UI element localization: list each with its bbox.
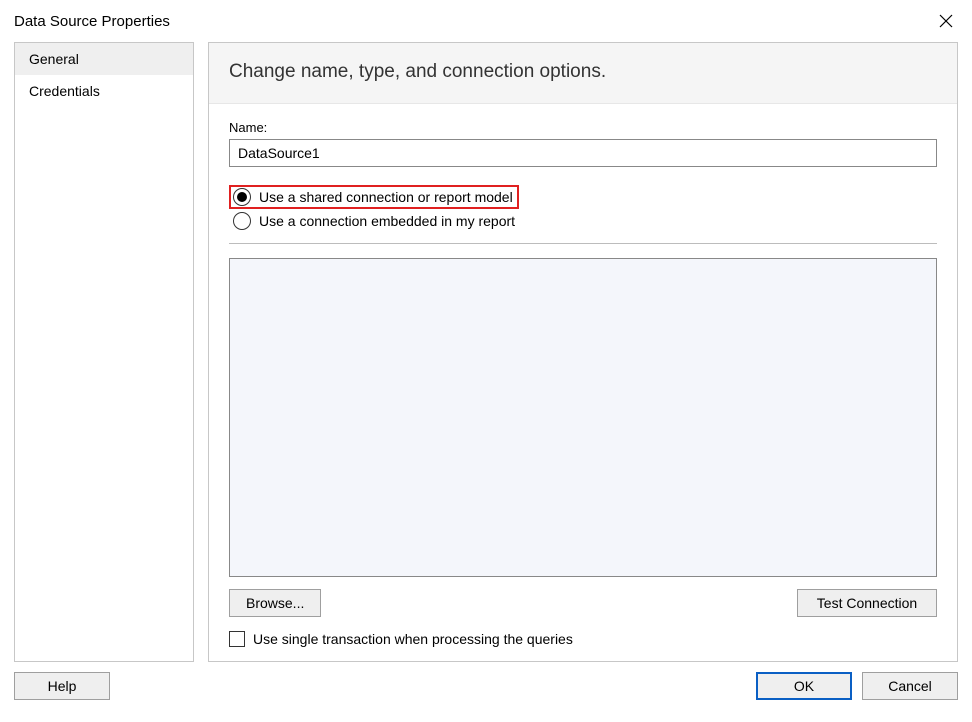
sidebar: General Credentials <box>14 42 194 662</box>
dialog-body: General Credentials Change name, type, a… <box>0 42 972 662</box>
sidebar-item-label: Credentials <box>29 83 100 99</box>
main-panel: Change name, type, and connection option… <box>208 42 958 662</box>
panel-header: Change name, type, and connection option… <box>209 43 957 104</box>
connection-buttons-row: Browse... Test Connection <box>229 589 937 617</box>
dialog-footer: Help OK Cancel <box>0 662 972 710</box>
sidebar-item-general[interactable]: General <box>15 43 193 75</box>
help-button[interactable]: Help <box>14 672 110 700</box>
browse-button[interactable]: Browse... <box>229 589 321 617</box>
close-icon[interactable] <box>932 7 960 35</box>
radio-shared-connection[interactable]: Use a shared connection or report model <box>229 185 519 209</box>
name-input[interactable] <box>229 139 937 167</box>
name-label: Name: <box>229 120 937 135</box>
radio-icon <box>233 188 251 206</box>
radio-icon <box>233 212 251 230</box>
checkbox-label: Use single transaction when processing t… <box>253 631 573 647</box>
checkbox-icon <box>229 631 245 647</box>
sidebar-item-credentials[interactable]: Credentials <box>15 75 193 107</box>
radio-label: Use a connection embedded in my report <box>259 213 515 229</box>
ok-button[interactable]: OK <box>756 672 852 700</box>
connection-type-radio-group: Use a shared connection or report model … <box>229 185 937 233</box>
test-connection-button[interactable]: Test Connection <box>797 589 937 617</box>
sidebar-item-label: General <box>29 51 79 67</box>
connection-list-box[interactable] <box>229 258 937 577</box>
radio-embedded-connection[interactable]: Use a connection embedded in my report <box>229 209 519 233</box>
panel-content: Name: Use a shared connection or report … <box>209 104 957 661</box>
radio-label: Use a shared connection or report model <box>259 189 513 205</box>
cancel-button[interactable]: Cancel <box>862 672 958 700</box>
panel-header-text: Change name, type, and connection option… <box>229 61 937 83</box>
titlebar: Data Source Properties <box>0 0 972 42</box>
single-transaction-checkbox[interactable]: Use single transaction when processing t… <box>229 631 573 647</box>
divider <box>229 243 937 244</box>
window-title: Data Source Properties <box>14 13 170 30</box>
